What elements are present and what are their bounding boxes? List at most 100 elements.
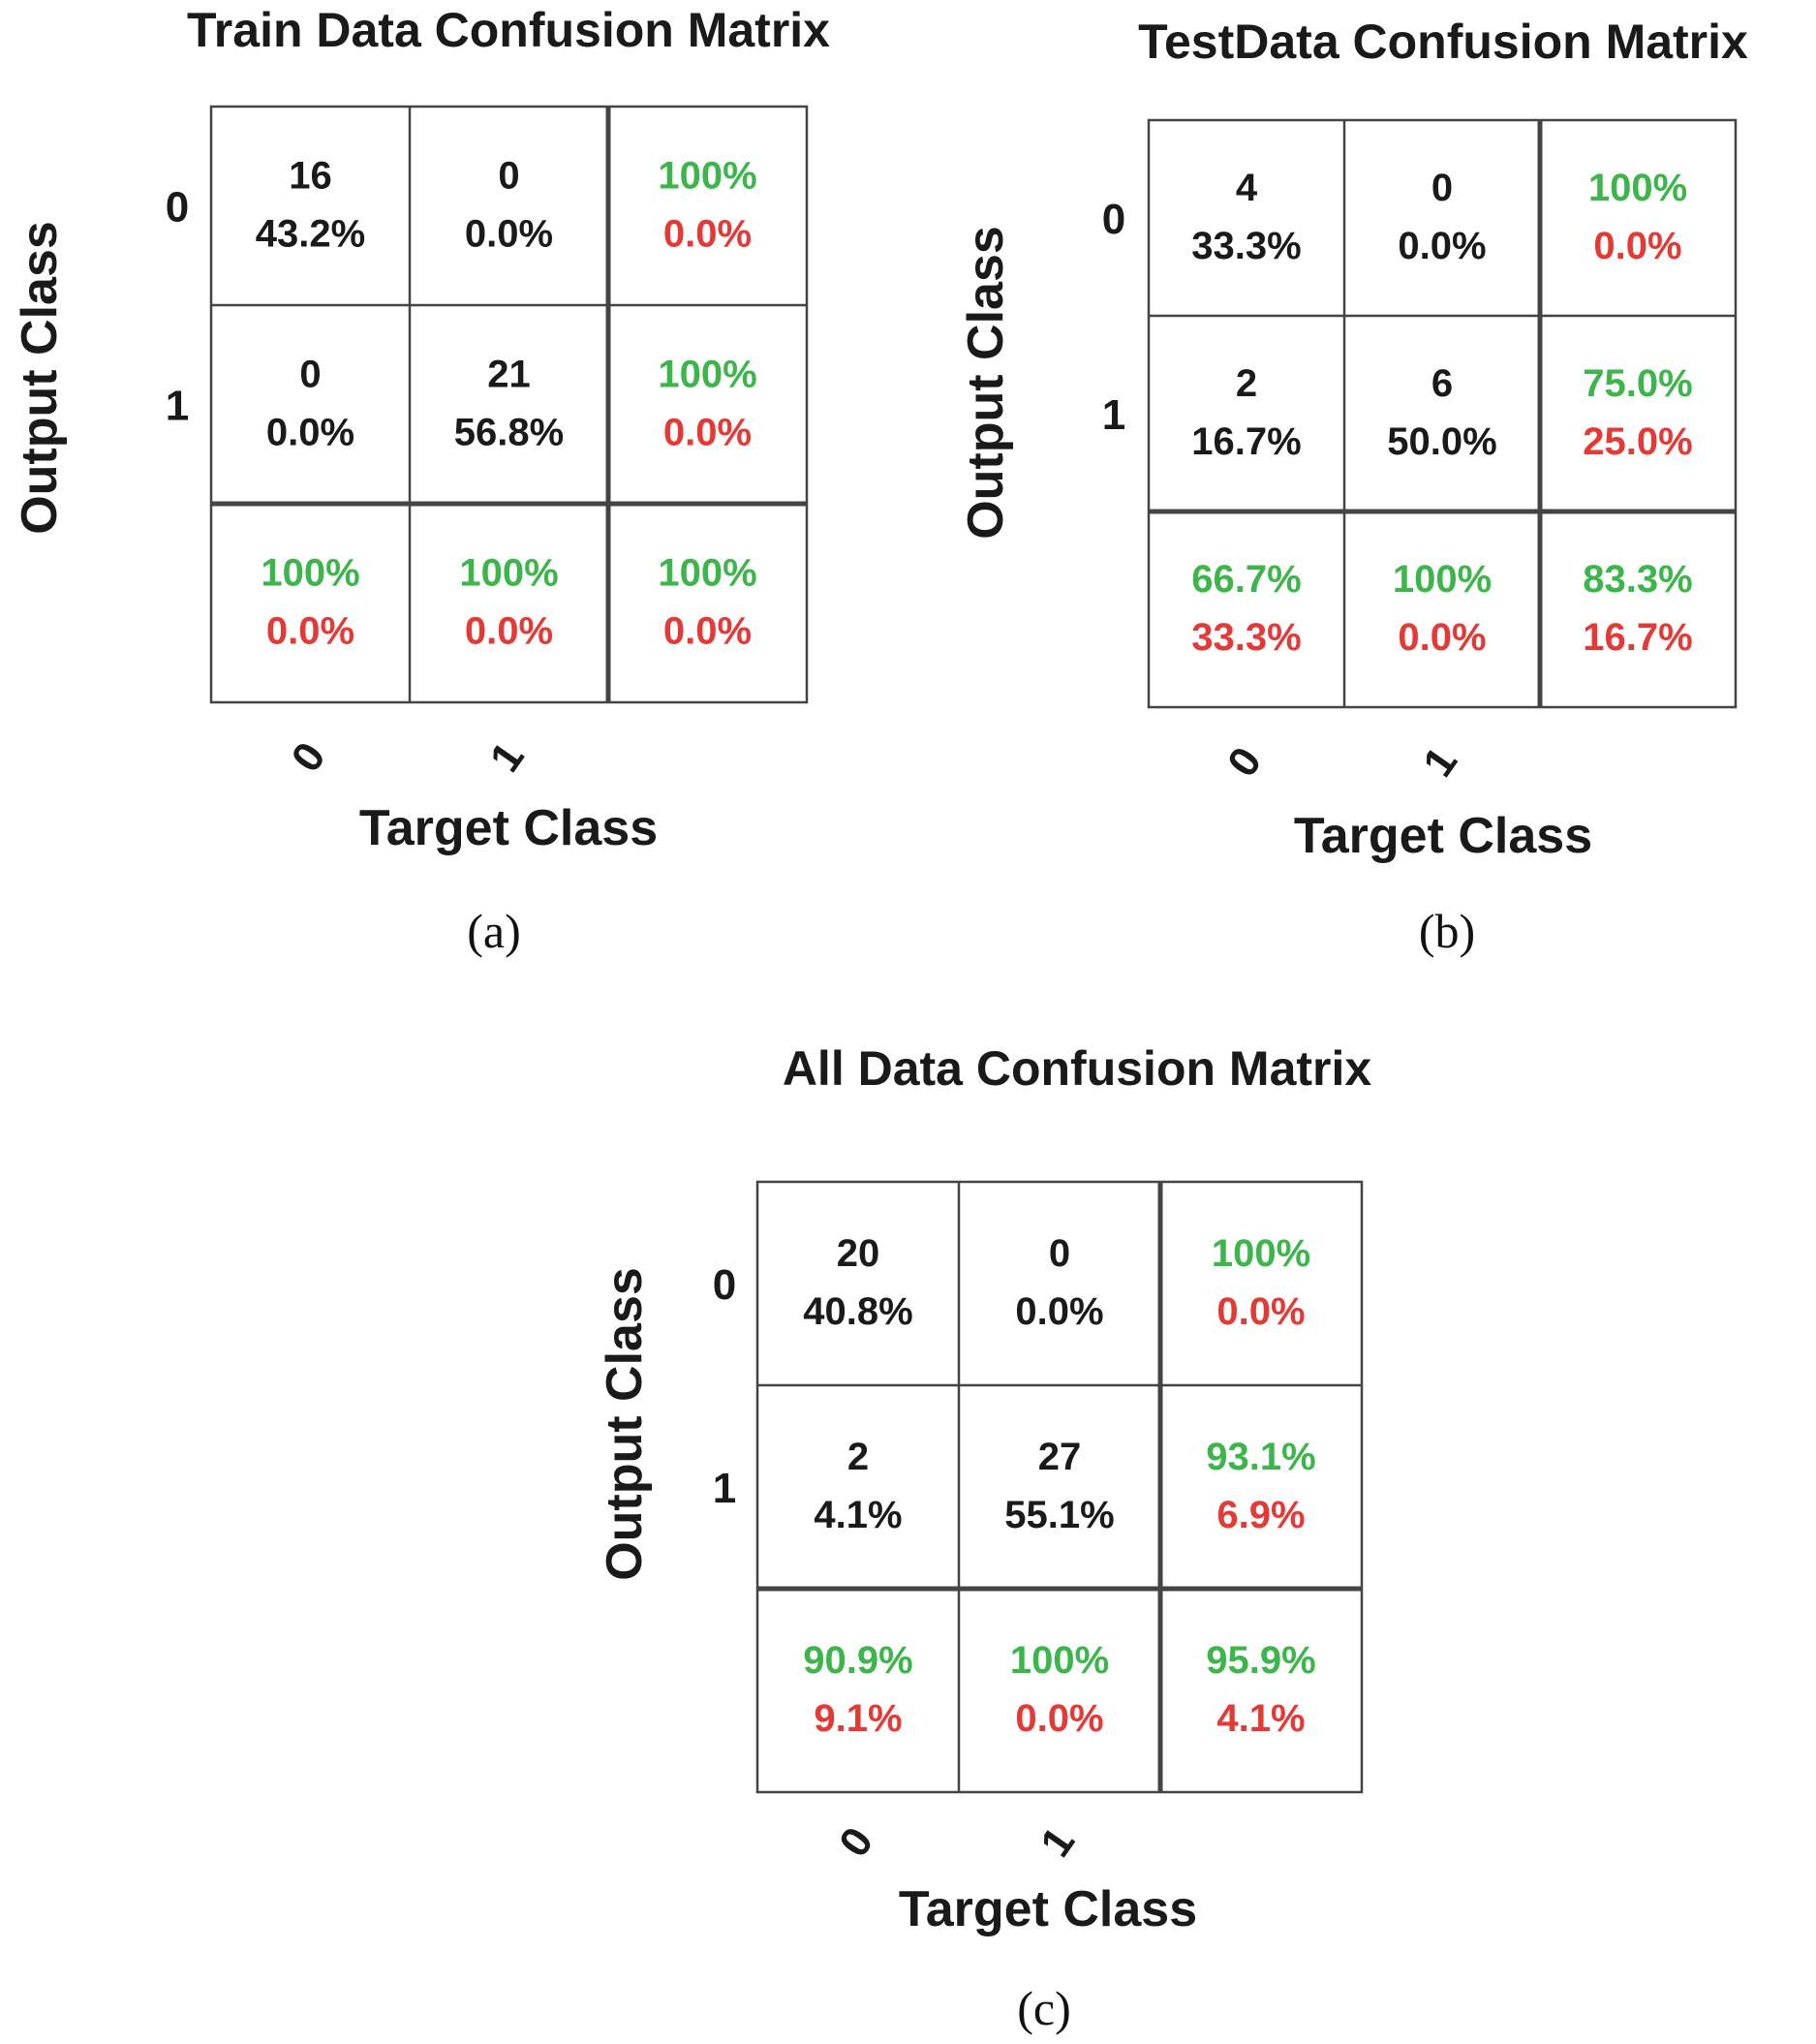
cell-correct-rate: 83.3% <box>1583 558 1692 601</box>
cell-percent: 0.0% <box>465 213 553 256</box>
test-cell-r0-c2: 100% 0.0% <box>1588 167 1687 267</box>
cell-count: 4 <box>1236 167 1258 209</box>
test-caption: (b) <box>1419 904 1475 958</box>
all-x-axis-label: Target Class <box>899 1881 1197 1937</box>
test-y-axis-label: Output Class <box>958 226 1014 540</box>
cell-correct-rate: 66.7% <box>1191 558 1301 601</box>
all-cell-r1-c1: 27 55.1% <box>1004 1436 1114 1536</box>
cell-count: 2 <box>1236 362 1257 405</box>
train-row-label: 0 <box>166 184 189 232</box>
train-cell-r2-c1: 100% 0.0% <box>459 552 558 653</box>
cell-correct-rate: 100% <box>658 155 756 198</box>
train-caption: (a) <box>467 904 521 958</box>
cell-error-rate: 0.0% <box>1216 1290 1305 1333</box>
all-cell-r1-c0: 2 4.1% <box>814 1436 902 1536</box>
cell-percent: 56.8% <box>454 412 564 454</box>
cell-correct-rate: 100% <box>261 552 359 595</box>
all-cell-r2-c2: 95.9% 4.1% <box>1206 1639 1315 1740</box>
cell-count: 2 <box>847 1436 869 1478</box>
all-cell-r0-c0: 20 40.8% <box>803 1232 912 1333</box>
all-col-label: 1 <box>1031 1819 1084 1866</box>
train-cell-r1-c0: 0 0.0% <box>266 354 354 454</box>
cell-error-rate: 33.3% <box>1191 616 1301 659</box>
train-matrix-title: Train Data Confusion Matrix <box>187 3 830 57</box>
cell-count: 0 <box>1431 167 1453 209</box>
cell-error-rate: 0.0% <box>1015 1697 1103 1740</box>
cell-error-rate: 0.0% <box>1398 616 1486 659</box>
train-y-axis-label: Output Class <box>12 221 68 535</box>
test-row-label: 0 <box>1102 196 1125 243</box>
cell-count: 0 <box>1049 1232 1070 1275</box>
cell-correct-rate: 100% <box>1212 1232 1310 1275</box>
cell-correct-rate: 75.0% <box>1583 362 1692 405</box>
cell-percent: 0.0% <box>1398 225 1486 267</box>
test-col-label: 0 <box>1218 739 1271 786</box>
cell-error-rate: 0.0% <box>1593 225 1681 267</box>
train-cell-r2-c0: 100% 0.0% <box>261 552 359 653</box>
cell-count: 0 <box>498 155 519 198</box>
cell-error-rate: 0.0% <box>266 610 354 653</box>
cell-error-rate: 16.7% <box>1583 616 1692 659</box>
train-matrix-border <box>209 105 809 704</box>
cell-count: 20 <box>837 1232 880 1275</box>
all-confusion-matrix: All Data Confusion Matrix2040.8%00.0%100… <box>597 1041 1371 2035</box>
test-cell-r1-c2: 75.0% 25.0% <box>1583 362 1692 463</box>
all-cell-r1-c2: 93.1% 6.9% <box>1206 1436 1315 1536</box>
test-cell-r0-c0: 4 33.3% <box>1191 167 1301 267</box>
test-cell-r2-c2: 83.3% 16.7% <box>1583 558 1692 659</box>
cell-percent: 33.3% <box>1191 225 1301 267</box>
cell-percent: 0.0% <box>1015 1290 1103 1333</box>
cell-count: 0 <box>299 354 321 396</box>
test-matrix-border <box>1147 118 1738 709</box>
cell-error-rate: 25.0% <box>1583 420 1692 463</box>
cell-percent: 50.0% <box>1387 420 1496 463</box>
cell-percent: 4.1% <box>814 1494 902 1536</box>
cell-count: 16 <box>289 155 332 198</box>
all-y-axis-label: Output Class <box>597 1267 653 1581</box>
test-x-axis-label: Target Class <box>1294 808 1592 864</box>
all-matrix-title: All Data Confusion Matrix <box>783 1041 1372 1096</box>
cell-correct-rate: 100% <box>1010 1639 1109 1682</box>
train-cell-r1-c1: 21 56.8% <box>454 354 564 454</box>
cell-percent: 16.7% <box>1191 420 1301 463</box>
cell-error-rate: 0.0% <box>663 610 752 653</box>
test-cell-r1-c0: 2 16.7% <box>1191 362 1301 463</box>
test-confusion-matrix: TestData Confusion Matrix 4 33.3% 0 0.0% 100%… <box>958 15 1748 958</box>
test-matrix-title: TestData Confusion Matrix <box>1138 15 1748 69</box>
cell-correct-rate: 95.9% <box>1206 1639 1315 1682</box>
cell-percent: 55.1% <box>1004 1494 1114 1536</box>
cell-count: 27 <box>1038 1436 1082 1478</box>
cell-correct-rate: 90.9% <box>803 1639 912 1682</box>
all-cell-r2-c0: 90.9% 9.1% <box>803 1639 912 1740</box>
cell-percent: 40.8% <box>803 1290 912 1333</box>
train-x-axis-label: Target Class <box>359 800 658 856</box>
cell-correct-rate: 100% <box>658 552 756 595</box>
cell-error-rate: 6.9% <box>1216 1494 1305 1536</box>
cell-error-rate: 9.1% <box>814 1697 902 1740</box>
cell-correct-rate: 100% <box>459 552 558 595</box>
all-col-label: 0 <box>830 1819 882 1866</box>
train-cell-r1-c2: 100% 0.0% <box>658 354 756 454</box>
all-caption: (c) <box>1017 1981 1071 2035</box>
cell-correct-rate: 100% <box>1393 558 1492 601</box>
cell-correct-rate: 100% <box>658 354 756 396</box>
all-row-label: 1 <box>713 1465 736 1512</box>
test-cell-r1-c1: 6 50.0% <box>1387 362 1496 463</box>
cell-count: 21 <box>487 354 531 396</box>
train-cell-r0-c2: 100% 0.0% <box>658 155 756 256</box>
test-col-label: 1 <box>1414 739 1466 786</box>
all-row-label: 0 <box>713 1261 736 1309</box>
cell-count: 6 <box>1431 362 1453 405</box>
test-cell-r2-c0: 66.7% 33.3% <box>1191 558 1301 659</box>
train-row-label: 1 <box>166 383 189 430</box>
all-cell-r2-c1: 100% 0.0% <box>1010 1639 1109 1740</box>
cell-error-rate: 4.1% <box>1216 1697 1305 1740</box>
test-cell-r2-c1: 100% 0.0% <box>1393 558 1492 659</box>
cell-percent: 0.0% <box>266 412 354 454</box>
cell-correct-rate: 93.1% <box>1206 1436 1315 1478</box>
cell-error-rate: 0.0% <box>465 610 553 653</box>
test-row-label: 1 <box>1102 391 1125 439</box>
cell-percent: 43.2% <box>256 213 365 256</box>
train-cell-r0-c1: 0 0.0% <box>465 155 553 256</box>
all-cell-r0-c1: 0 0.0% <box>1015 1232 1103 1333</box>
